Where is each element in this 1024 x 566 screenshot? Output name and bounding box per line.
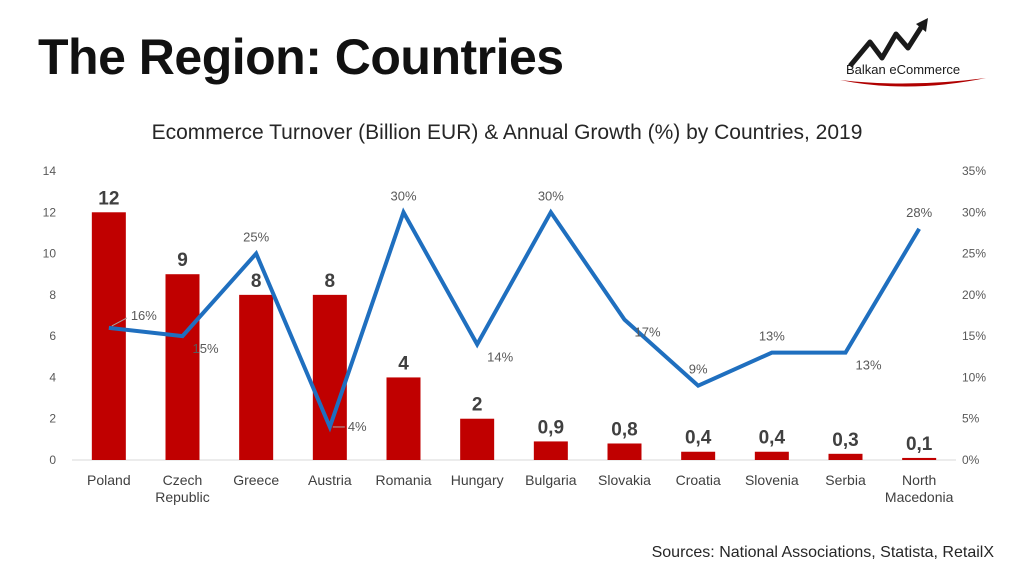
bar bbox=[902, 457, 937, 460]
bar-value-label: 0,9 bbox=[538, 417, 564, 438]
x-category-label: Czech bbox=[163, 472, 203, 488]
bar-value-label: 9 bbox=[177, 250, 188, 271]
bar-value-label: 4 bbox=[398, 353, 409, 374]
bar-value-label: 12 bbox=[98, 188, 119, 209]
y-left-tick-label: 6 bbox=[49, 329, 56, 343]
bar bbox=[607, 443, 642, 460]
growth-value-label: 28% bbox=[906, 205, 932, 220]
bar bbox=[828, 453, 863, 460]
logo-text: Balkan eCommerce bbox=[846, 62, 960, 77]
bar bbox=[312, 294, 347, 460]
bar bbox=[386, 377, 421, 460]
growth-line-series bbox=[108, 207, 921, 433]
x-category-label: Slovenia bbox=[745, 472, 799, 488]
growth-value-label: 15% bbox=[193, 341, 219, 356]
bar-value-label: 0,1 bbox=[906, 434, 933, 455]
bar-value-label: 8 bbox=[251, 271, 262, 292]
chart-axes: 0 2 4 6 8 10 12 14 0% 5% 10% 15% 20% 25% 30% 35% Poland C… bbox=[43, 164, 987, 505]
source-note: Sources: National Associations, Statista… bbox=[651, 544, 994, 561]
y-right-tick-label: 30% bbox=[962, 205, 986, 219]
y-right-tick-label: 25% bbox=[962, 247, 986, 261]
bar bbox=[681, 451, 716, 460]
page-title: The Region: Countries bbox=[38, 29, 564, 85]
bar bbox=[91, 212, 126, 460]
growth-value-label: 13% bbox=[759, 329, 785, 344]
y-left-tick-label: 0 bbox=[49, 453, 56, 467]
y-left-tick-label: 12 bbox=[43, 205, 57, 219]
bar-value-label: 2 bbox=[472, 395, 483, 416]
bar bbox=[460, 418, 495, 460]
bar bbox=[754, 451, 789, 460]
label-leader-line bbox=[111, 317, 128, 327]
x-category-label: Bulgaria bbox=[525, 472, 577, 488]
growth-value-label: 25% bbox=[243, 230, 269, 245]
chart-title: Ecommerce Turnover (Billion EUR) & Annua… bbox=[152, 121, 863, 144]
growth-value-label: 30% bbox=[390, 188, 416, 203]
y-left-tick-label: 14 bbox=[43, 164, 57, 178]
bar-value-label: 0,4 bbox=[685, 428, 712, 449]
bar bbox=[239, 294, 274, 460]
x-category-label: Slovakia bbox=[598, 472, 651, 488]
growth-value-label: 9% bbox=[689, 362, 708, 377]
balkan-ecommerce-logo: Balkan eCommerce bbox=[838, 14, 988, 94]
y-left-tick-label: 2 bbox=[49, 412, 56, 426]
data-labels: 12 9 8 8 4 2 0,9 0,8 0,4 0,4 0,3 0,1 16% 15% 25% 4% 30% 1… bbox=[98, 188, 933, 455]
x-category-label: Croatia bbox=[676, 472, 721, 488]
growth-value-label: 13% bbox=[856, 358, 882, 373]
x-category-label: Austria bbox=[308, 472, 352, 488]
y-right-tick-label: 0% bbox=[962, 453, 980, 467]
x-category-label: North bbox=[902, 472, 936, 488]
growth-value-label: 30% bbox=[538, 188, 564, 203]
bar-value-label: 0,8 bbox=[611, 419, 637, 440]
growth-value-label: 16% bbox=[131, 308, 157, 323]
x-category-label: Poland bbox=[87, 472, 131, 488]
x-category-label: Romania bbox=[375, 472, 431, 488]
logo-graphic-icon: Balkan eCommerce bbox=[840, 18, 986, 87]
bar bbox=[165, 274, 200, 460]
y-left-tick-label: 8 bbox=[49, 288, 56, 302]
bars-series bbox=[91, 212, 937, 460]
x-category-label: Macedonia bbox=[885, 489, 954, 505]
growth-value-label: 17% bbox=[635, 325, 661, 340]
y-right-tick-label: 20% bbox=[962, 288, 986, 302]
x-category-label: Serbia bbox=[825, 472, 866, 488]
x-category-label: Republic bbox=[155, 489, 209, 505]
growth-value-label: 14% bbox=[487, 349, 513, 364]
bar-value-label: 0,3 bbox=[832, 430, 858, 451]
x-category-label: Hungary bbox=[451, 472, 504, 488]
bar-value-label: 8 bbox=[325, 271, 336, 292]
y-left-tick-label: 10 bbox=[43, 247, 57, 261]
bar bbox=[533, 441, 568, 460]
growth-value-label: 4% bbox=[348, 419, 367, 434]
growth-line bbox=[108, 207, 921, 433]
y-left-tick-label: 4 bbox=[49, 370, 56, 384]
x-category-label: Greece bbox=[233, 472, 279, 488]
y-right-tick-label: 10% bbox=[962, 370, 986, 384]
y-right-tick-label: 5% bbox=[962, 412, 980, 426]
y-right-tick-label: 35% bbox=[962, 164, 986, 178]
bar-value-label: 0,4 bbox=[759, 428, 786, 449]
y-right-tick-label: 15% bbox=[962, 329, 986, 343]
